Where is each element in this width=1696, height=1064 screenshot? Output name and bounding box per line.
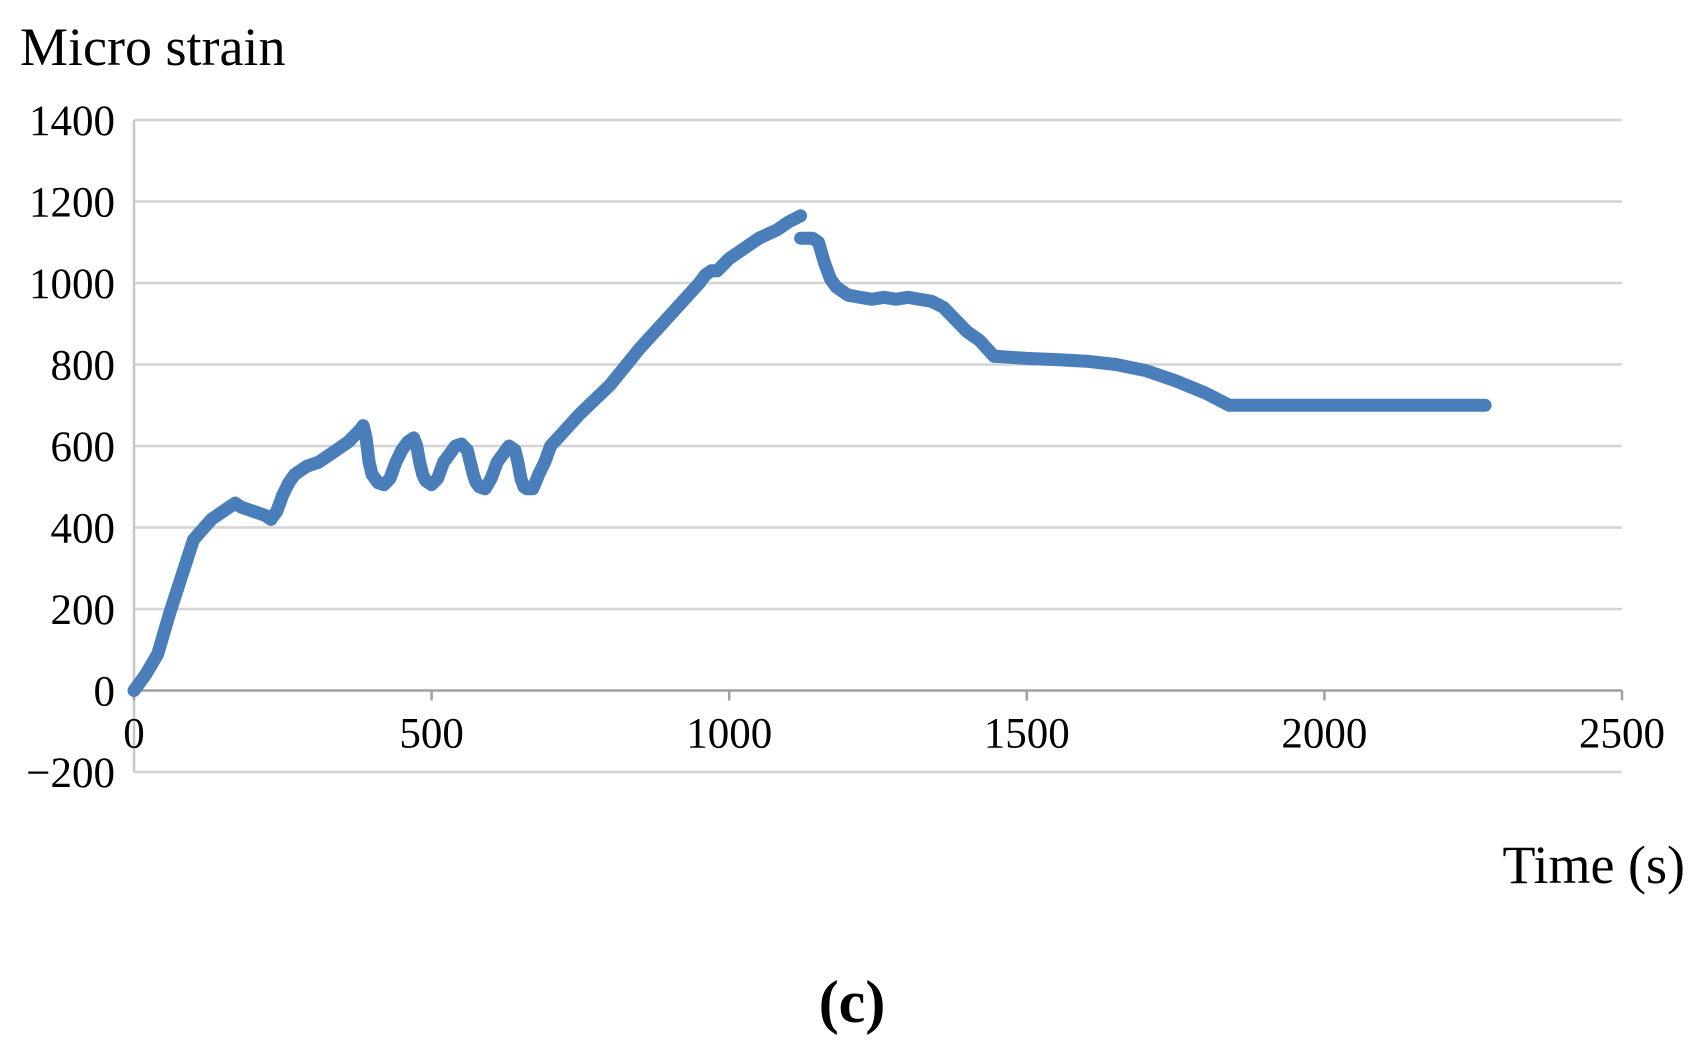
y-axis-label: Micro strain [20,17,285,77]
panel-label: (c) [819,969,886,1035]
gridlines [134,118,1622,774]
y-tick-label-0: −200 [26,750,115,797]
x-tick-label-2: 1000 [686,711,772,758]
x-tick-label-5: 2500 [1579,711,1665,758]
axes [132,120,1624,772]
x-tick-label-3: 1500 [984,711,1070,758]
series-segment-2 [794,231,1001,363]
y-tick-label-8: 1400 [29,98,115,145]
y-tick-label-3: 400 [51,506,116,553]
x-tick-label-1: 500 [399,711,464,758]
x-axis-label: Time (s) [1502,835,1685,895]
series-segment-1 [127,209,808,697]
x-tick-labels: 0 500 1000 1500 2000 2500 [123,711,1665,758]
y-tick-labels: −200 0 200 400 600 800 1000 1200 1400 [26,98,115,797]
y-tick-label-1: 0 [94,669,116,716]
data-series [127,209,1492,697]
x-tick-label-0: 0 [123,711,145,758]
x-tick-label-4: 2000 [1281,711,1367,758]
y-tick-label-5: 800 [51,343,116,390]
y-tick-label-7: 1200 [29,180,115,227]
y-tick-label-6: 1000 [29,261,115,308]
series-segment-3 [990,349,1492,412]
y-tick-label-2: 200 [51,587,116,634]
y-tick-label-4: 600 [51,424,116,471]
